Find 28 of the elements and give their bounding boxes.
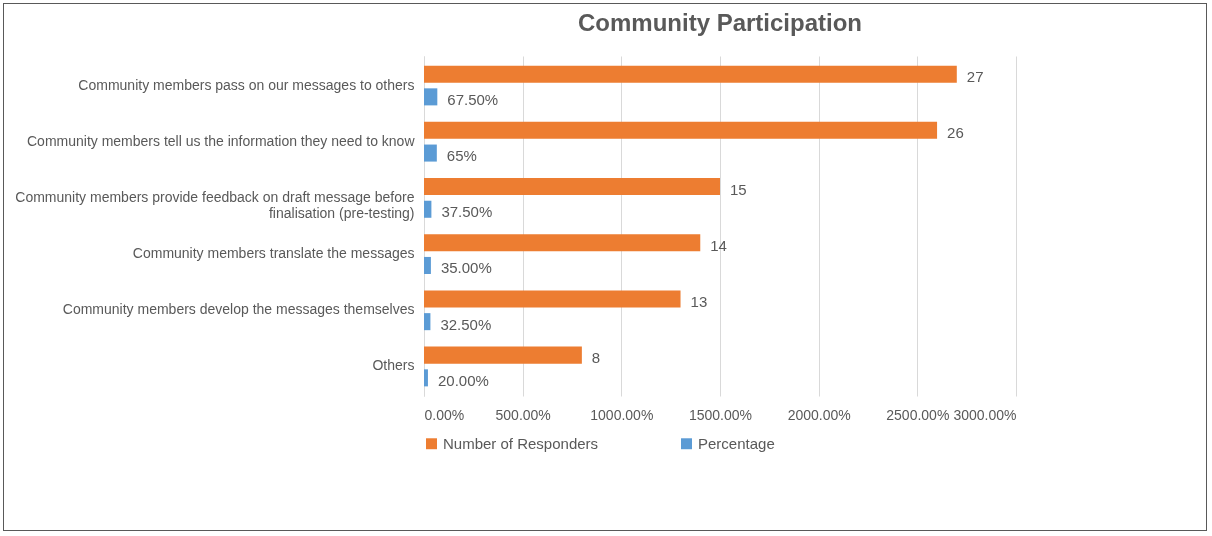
data-label: 15 (730, 180, 747, 198)
x-tick-label: 2000.00% (787, 406, 851, 423)
legend-label: Number of Responders (443, 434, 599, 452)
x-tick-label: 0.00% (424, 406, 465, 423)
chart-title: Community Participation (577, 9, 863, 36)
data-label: 14 (710, 236, 727, 254)
data-label: 37.50% (441, 203, 493, 221)
data-label: 20.00% (437, 371, 489, 389)
legend-label: Percentage (698, 434, 775, 452)
data-label: 35.00% (440, 259, 492, 277)
data-label: 27 (966, 68, 984, 86)
data-label: 67.50% (447, 90, 499, 108)
y-tick-label: Community members develop the messages themselves (62, 301, 415, 318)
y-tick-label: Community members translate the messages (132, 245, 415, 262)
y-tick-label: Others (372, 357, 415, 374)
data-label: 26 (947, 124, 964, 142)
data-label: 32.50% (440, 315, 492, 333)
y-tick-label: Community members pass on our messages to others (78, 76, 415, 93)
y-tick-label: Community members provide feedback on draft message before finalisation (pre-testing) (15, 188, 415, 221)
x-tick-label: 2500.00% (886, 406, 950, 423)
x-tick-label: 1500.00% (688, 406, 753, 423)
data-label: 13 (690, 292, 708, 310)
x-tick-label: 3000.00% (953, 406, 1017, 423)
y-tick-label: Community members tell us the information they need to know (26, 132, 416, 149)
x-tick-label: 500.00% (495, 406, 551, 423)
x-tick-label: 1000.00% (590, 406, 654, 423)
data-label: 8 (591, 349, 601, 367)
data-label: 65% (446, 147, 477, 165)
